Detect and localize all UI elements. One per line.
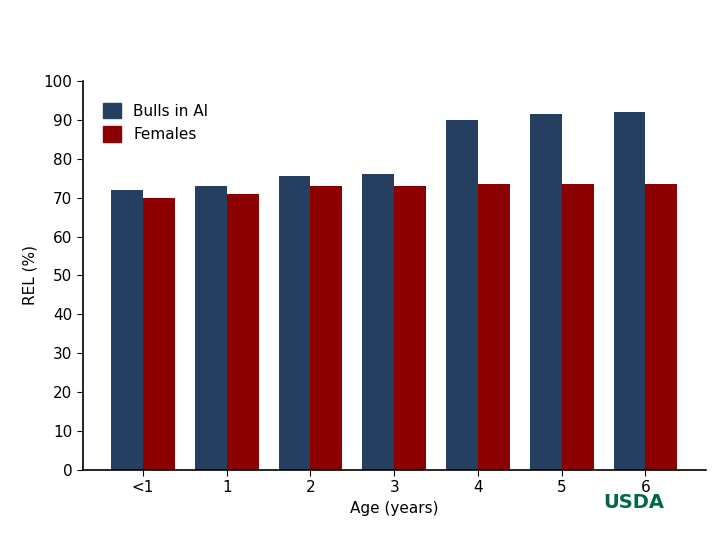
Bar <box>362 174 395 470</box>
Text: USDA: USDA <box>603 492 664 512</box>
Bar <box>530 114 562 470</box>
Bar <box>111 190 143 470</box>
Bar <box>395 186 426 470</box>
Bar <box>279 176 310 470</box>
Text: Average REL for NM$ by age: Average REL for NM$ by age <box>13 30 480 58</box>
Y-axis label: REL (%): REL (%) <box>23 245 38 306</box>
Text: Mel Tooker: Mel Tooker <box>590 516 642 525</box>
Bar <box>227 194 258 470</box>
Bar <box>478 184 510 470</box>
Bar <box>613 112 645 470</box>
Bar <box>143 198 175 470</box>
Bar <box>645 184 678 470</box>
X-axis label: Age (years): Age (years) <box>350 501 438 516</box>
Text: CDCB Industry Meeting, Madison, WI – October 3, 2017 (  16): CDCB Industry Meeting, Madison, WI – Oct… <box>7 516 306 525</box>
Bar <box>310 186 342 470</box>
Bar <box>562 184 593 470</box>
Bar <box>446 120 478 470</box>
Bar <box>195 186 227 470</box>
Legend: Bulls in AI, Females: Bulls in AI, Females <box>96 97 215 148</box>
